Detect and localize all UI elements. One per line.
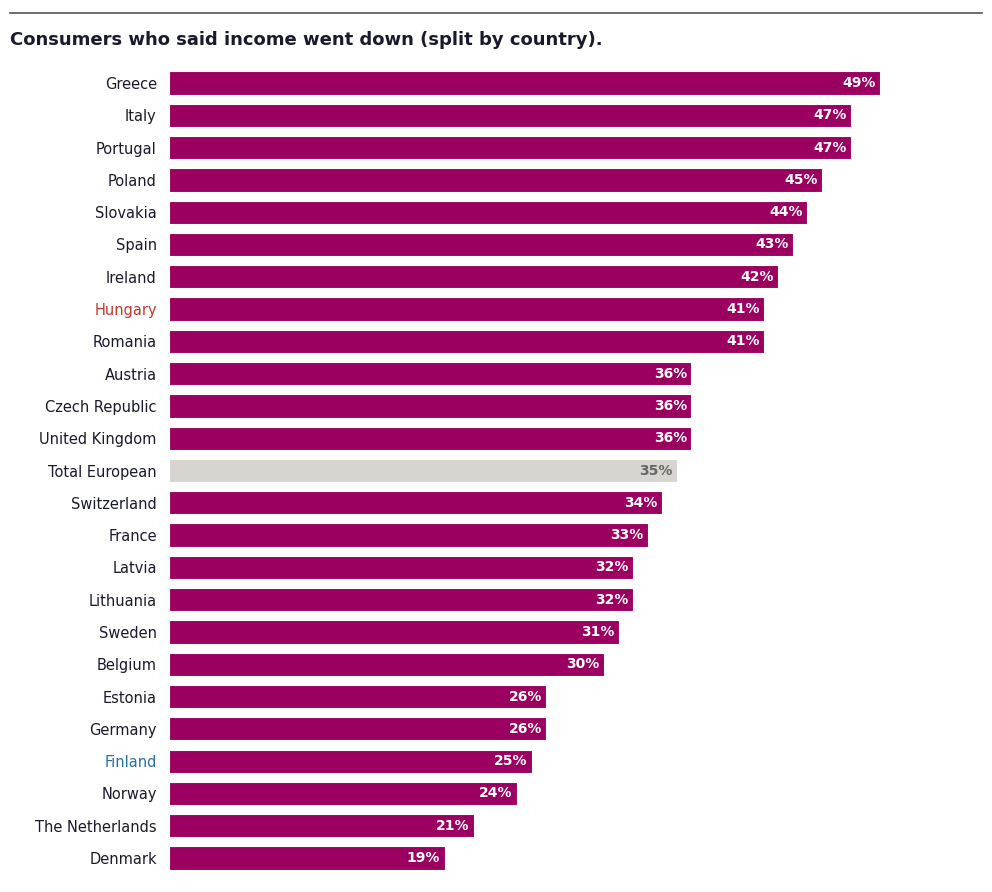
Text: 31%: 31% (581, 625, 614, 639)
Text: 42%: 42% (741, 269, 774, 284)
Bar (169, 749, 532, 772)
Bar (169, 781, 517, 805)
Bar (169, 620, 619, 644)
Bar (169, 362, 691, 385)
Text: 26%: 26% (509, 690, 542, 704)
Bar (169, 169, 822, 192)
Bar (169, 426, 691, 450)
Text: 36%: 36% (654, 367, 687, 381)
Text: 32%: 32% (595, 560, 629, 574)
Bar (169, 588, 633, 611)
Text: 36%: 36% (654, 431, 687, 445)
Bar (169, 233, 793, 256)
Text: 45%: 45% (784, 173, 817, 187)
Text: 26%: 26% (509, 722, 542, 736)
Bar (169, 653, 604, 676)
Bar (169, 71, 880, 95)
Text: 34%: 34% (625, 496, 658, 510)
Bar (169, 394, 691, 417)
Text: 43%: 43% (755, 237, 789, 252)
Bar (169, 717, 547, 740)
Text: 21%: 21% (435, 819, 469, 833)
Text: 24%: 24% (479, 787, 513, 800)
Bar (169, 265, 779, 288)
Text: 25%: 25% (494, 754, 528, 768)
Bar (169, 201, 807, 224)
Text: 30%: 30% (566, 657, 600, 672)
Text: Consumers who said income went down (split by country).: Consumers who said income went down (spl… (10, 31, 602, 49)
Text: 19%: 19% (407, 851, 440, 865)
Bar (169, 136, 851, 160)
Bar (169, 491, 663, 515)
Bar (169, 814, 473, 838)
Text: 35%: 35% (639, 464, 673, 477)
Bar (169, 524, 648, 547)
Text: 41%: 41% (726, 302, 760, 316)
Bar (169, 556, 633, 579)
Text: 44%: 44% (770, 205, 804, 219)
Text: 47%: 47% (813, 108, 847, 122)
Bar (169, 685, 547, 708)
Text: 36%: 36% (654, 399, 687, 413)
Text: 32%: 32% (595, 592, 629, 607)
Bar (169, 330, 764, 353)
Text: 41%: 41% (726, 334, 760, 349)
Bar (169, 458, 677, 483)
Text: 49%: 49% (842, 76, 876, 90)
Bar (169, 297, 764, 321)
Text: 47%: 47% (813, 141, 847, 154)
Text: 33%: 33% (610, 528, 644, 542)
Bar (169, 847, 444, 870)
Bar (169, 103, 851, 127)
